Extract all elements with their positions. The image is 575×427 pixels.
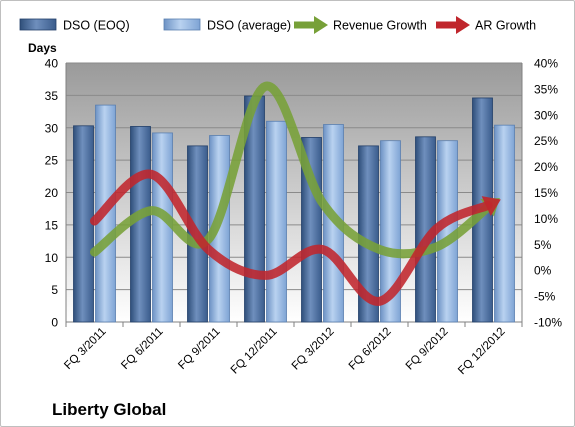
legend-arrowhead-ar-growth bbox=[456, 16, 470, 34]
y-tick-label: 0 bbox=[51, 316, 58, 330]
company-label: Liberty Global bbox=[52, 400, 166, 419]
x-tick-label: FQ 6/2011 bbox=[119, 326, 165, 372]
y-tick-label: 5 bbox=[51, 283, 58, 297]
bar-dso-average bbox=[152, 132, 173, 323]
x-tick-label: FQ 12/2011 bbox=[229, 326, 280, 377]
y-tick-label: 35 bbox=[45, 89, 59, 103]
y2-tick-label: -5% bbox=[534, 290, 556, 304]
y-tick-label: 10 bbox=[45, 251, 59, 265]
bar-dso-average bbox=[380, 140, 401, 323]
legend-label-dso-eoq: DSO (EOQ) bbox=[63, 19, 130, 33]
y2-tick-label: 10% bbox=[534, 212, 558, 226]
legend-arrowhead-revenue-growth bbox=[314, 16, 328, 34]
legend-label-dso-average: DSO (average) bbox=[207, 19, 291, 33]
x-tick-label: FQ 6/2012 bbox=[347, 326, 394, 373]
x-tick-label: FQ 12/2012 bbox=[456, 326, 507, 377]
y-tick-label: 15 bbox=[45, 218, 59, 232]
ar-growth-arrowhead bbox=[481, 196, 501, 217]
bars bbox=[73, 95, 515, 323]
x-tick-label: FQ 3/2012 bbox=[290, 326, 337, 373]
legend-swatch-dso-average bbox=[163, 18, 201, 31]
bar-dso-average bbox=[266, 120, 287, 323]
y2-tick-label: 5% bbox=[534, 238, 552, 252]
y-tick-label: 30 bbox=[45, 121, 59, 135]
legend-swatch-dso-eoq bbox=[19, 18, 57, 31]
legend-label-ar-growth: AR Growth bbox=[475, 19, 536, 33]
y-axis-title: Days bbox=[28, 41, 57, 55]
y-tick-label: 20 bbox=[45, 186, 59, 200]
x-tick-label: FQ 9/2011 bbox=[176, 326, 222, 372]
y-tick-label: 40 bbox=[45, 57, 59, 71]
y2-tick-label: 40% bbox=[534, 57, 558, 71]
y2-tick-label: 0% bbox=[534, 264, 552, 278]
bar-dso-eoq bbox=[130, 126, 151, 323]
y2-tick-label: 25% bbox=[534, 134, 558, 148]
y-tick-label: 25 bbox=[45, 154, 59, 168]
y2-tick-label: 35% bbox=[534, 82, 558, 96]
legend: DSO (EOQ) DSO (average) Revenue Growth AR G… bbox=[19, 16, 536, 34]
x-tick-label: FQ 3/2011 bbox=[62, 326, 108, 372]
bar-dso-eoq bbox=[73, 125, 94, 323]
y2-tick-label: -10% bbox=[534, 316, 562, 330]
ar-growth-line bbox=[90, 169, 493, 306]
bar-dso-average bbox=[494, 124, 515, 323]
y2-tick-label: 30% bbox=[534, 108, 558, 122]
y2-tick-label: 15% bbox=[534, 186, 558, 200]
legend-label-revenue-growth: Revenue Growth bbox=[333, 19, 427, 33]
growth-lines bbox=[90, 81, 501, 306]
x-tick-label: FQ 9/2012 bbox=[404, 326, 451, 373]
y2-tick-label: 20% bbox=[534, 160, 558, 174]
